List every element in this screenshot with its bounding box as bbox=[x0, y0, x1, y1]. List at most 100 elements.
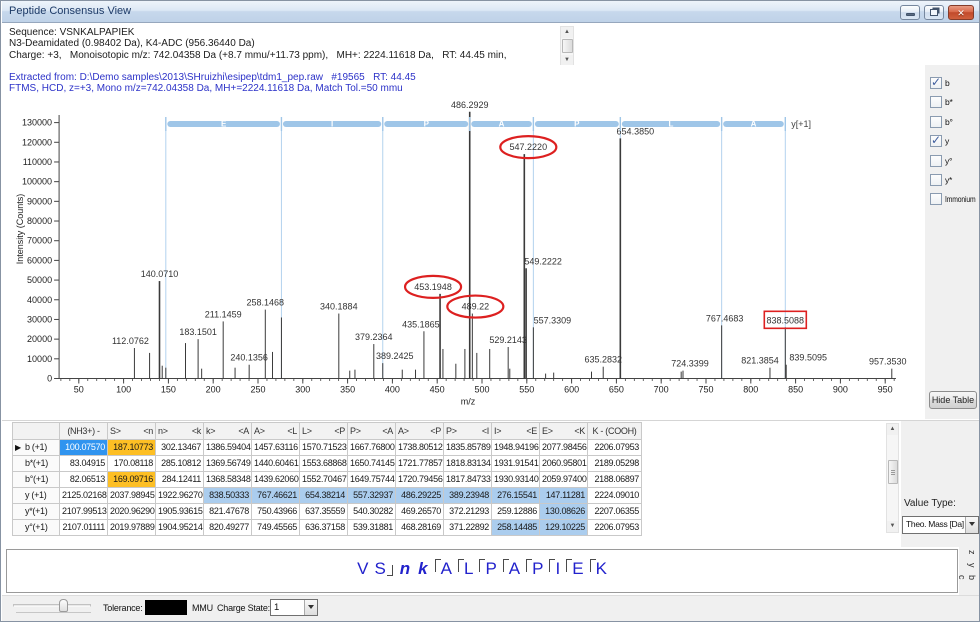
fragment-mass-cell[interactable]: 82.06513 bbox=[59, 471, 108, 488]
sequence-residue-n[interactable]: n bbox=[400, 559, 410, 579]
fragment-mass-cell[interactable]: 129.10225 bbox=[539, 519, 588, 536]
mass-spectrum-chart[interactable]: 0 10000 20000 30000 40000 50000 60000 70000 8000… bbox=[1, 65, 925, 419]
table-scrollbar[interactable]: ▲ ▼ bbox=[886, 423, 899, 533]
restore-button[interactable] bbox=[924, 5, 944, 20]
fragment-mass-cell[interactable]: 130.08626 bbox=[539, 503, 588, 520]
fragment-mass-cell[interactable]: 389.23948 bbox=[443, 487, 492, 504]
fragment-mass-cell[interactable]: 1904.95214 bbox=[155, 519, 204, 536]
fragment-mass-cell[interactable]: 821.47678 bbox=[203, 503, 252, 520]
dropdown-button[interactable] bbox=[304, 600, 317, 615]
fragment-mass-cell[interactable]: 2037.98945 bbox=[107, 487, 156, 504]
fragment-mass-cell[interactable]: 1817.84733 bbox=[443, 471, 492, 488]
scroll-down-icon[interactable]: ▼ bbox=[561, 55, 573, 66]
sequence-residue-S[interactable]: S bbox=[374, 559, 393, 579]
fragment-mass-cell[interactable]: 1835.85789 bbox=[443, 439, 492, 456]
fragment-mass-cell[interactable]: 1552.70467 bbox=[299, 471, 348, 488]
fragment-mass-cell[interactable]: 2206.07953 bbox=[587, 519, 642, 536]
sequence-residue-P[interactable]: P bbox=[526, 559, 543, 579]
fragment-mass-cell[interactable]: 1930.93140 bbox=[491, 471, 540, 488]
fragment-mass-cell[interactable]: 1369.56749 bbox=[203, 455, 252, 472]
fragment-mass-cell[interactable]: 1721.77857 bbox=[395, 455, 444, 472]
fragment-mass-cell[interactable]: 169.09716 bbox=[107, 471, 156, 488]
fragment-mass-cell[interactable]: 1650.74145 bbox=[347, 455, 396, 472]
scrollbar-thumb[interactable] bbox=[888, 460, 898, 484]
column-header-10[interactable]: E> <K bbox=[539, 422, 588, 440]
fragment-mass-cell[interactable]: 2077.98456 bbox=[539, 439, 588, 456]
scroll-up-icon[interactable]: ▲ bbox=[887, 424, 898, 435]
fragment-mass-cell[interactable]: 1720.79456 bbox=[395, 471, 444, 488]
column-header-9[interactable]: I> <E bbox=[491, 422, 540, 440]
sequence-residue-k[interactable]: k bbox=[418, 559, 427, 579]
fragment-mass-cell[interactable]: 187.10773 bbox=[107, 439, 156, 456]
fragment-match-table[interactable]: (NH3+) - S> <n n> <k k> <A A> <L L> <P P> <A A> <P P> <I… bbox=[12, 422, 642, 536]
hide-table-button[interactable]: Hide Table bbox=[929, 391, 977, 409]
fragment-mass-cell[interactable]: 170.08118 bbox=[107, 455, 156, 472]
fragment-mass-cell[interactable]: 2207.06355 bbox=[587, 503, 642, 520]
row-header-b1[interactable]: b°(+1) bbox=[12, 471, 60, 488]
fragment-mass-cell[interactable]: 2125.02168 bbox=[59, 487, 108, 504]
fragment-mass-cell[interactable]: 259.12886 bbox=[491, 503, 540, 520]
fragment-mass-cell[interactable]: 1553.68868 bbox=[299, 455, 348, 472]
fragment-mass-cell[interactable]: 2019.97889 bbox=[107, 519, 156, 536]
column-header-11[interactable]: K - (COOH) bbox=[587, 422, 642, 440]
tolerance-slider-thumb[interactable] bbox=[59, 599, 68, 612]
checkbox-unchecked-icon[interactable] bbox=[930, 193, 942, 206]
fragment-mass-cell[interactable]: 1570.71523 bbox=[299, 439, 348, 456]
tolerance-slider-track[interactable] bbox=[13, 604, 91, 607]
fragment-mass-cell[interactable]: 750.43966 bbox=[251, 503, 300, 520]
scroll-down-icon[interactable]: ▼ bbox=[887, 521, 898, 532]
fragment-mass-cell[interactable]: 1368.58348 bbox=[203, 471, 252, 488]
ion-checkbox-bstar[interactable]: b* bbox=[930, 96, 953, 109]
fragment-mass-cell[interactable]: 1386.59404 bbox=[203, 439, 252, 456]
fragment-mass-cell[interactable]: 2060.95801 bbox=[539, 455, 588, 472]
fragment-mass-cell[interactable]: 486.29225 bbox=[395, 487, 444, 504]
fragment-mass-cell[interactable]: 83.04915 bbox=[59, 455, 108, 472]
spectrum-panel[interactable]: 0 10000 20000 30000 40000 50000 60000 70000 8000… bbox=[1, 65, 925, 419]
ion-checkbox-Immonium[interactable]: Immonium bbox=[930, 193, 979, 206]
charge-state-dropdown[interactable]: 1 bbox=[270, 599, 318, 616]
fragment-mass-cell[interactable]: 2059.97400 bbox=[539, 471, 588, 488]
fragment-mass-cell[interactable]: 285.10812 bbox=[155, 455, 204, 472]
fragment-mass-cell[interactable]: 749.45565 bbox=[251, 519, 300, 536]
ion-checkbox-ystar[interactable]: y* bbox=[930, 174, 952, 186]
fragment-mass-cell[interactable]: 371.22892 bbox=[443, 519, 492, 536]
fragment-mass-cell[interactable]: 258.14485 bbox=[491, 519, 540, 536]
checkbox-unchecked-icon[interactable] bbox=[930, 174, 942, 186]
fragment-mass-cell[interactable]: 1905.93615 bbox=[155, 503, 204, 520]
row-header-y1[interactable]: y (+1) bbox=[12, 487, 60, 504]
sequence-residue-K[interactable]: K bbox=[589, 559, 607, 579]
fragment-mass-cell[interactable]: 2206.07953 bbox=[587, 439, 642, 456]
checkbox-checked-icon[interactable]: ✓ bbox=[930, 133, 942, 148]
fragment-mass-cell[interactable]: 820.49277 bbox=[203, 519, 252, 536]
fragment-mass-cell[interactable]: 654.38214 bbox=[299, 487, 348, 504]
column-header-3[interactable]: k> <A bbox=[203, 422, 252, 440]
column-header-8[interactable]: P> <I bbox=[443, 422, 492, 440]
sequence-residue-A[interactable]: A bbox=[434, 559, 452, 579]
row-header-b1[interactable]: b*(+1) bbox=[12, 455, 60, 472]
fragment-mass-cell[interactable]: 767.46621 bbox=[251, 487, 300, 504]
column-header-2[interactable]: n> <k bbox=[155, 422, 204, 440]
fragment-mass-cell[interactable]: 637.35559 bbox=[299, 503, 348, 520]
fragment-mass-cell[interactable]: 1440.60461 bbox=[251, 455, 300, 472]
checkbox-unchecked-icon[interactable] bbox=[930, 115, 942, 128]
tolerance-input[interactable] bbox=[145, 600, 187, 615]
fragment-mass-cell[interactable]: 539.31881 bbox=[347, 519, 396, 536]
sequence-residue-E[interactable]: E bbox=[566, 559, 584, 579]
fragment-mass-cell[interactable]: 636.37158 bbox=[299, 519, 348, 536]
sequence-residue-P[interactable]: P bbox=[479, 559, 497, 579]
row-header-b1[interactable]: ▶ b (+1) bbox=[12, 439, 60, 456]
fragment-mass-cell[interactable]: 1948.94196 bbox=[491, 439, 540, 456]
fragment-mass-cell[interactable]: 276.15541 bbox=[491, 487, 540, 504]
fragment-mass-cell[interactable]: 468.28169 bbox=[395, 519, 444, 536]
ion-checkbox-bcirc[interactable]: b° bbox=[930, 115, 953, 128]
fragment-mass-cell[interactable]: 147.11281 bbox=[539, 487, 588, 504]
dropdown-button[interactable] bbox=[965, 517, 978, 533]
close-button[interactable]: ✕ bbox=[948, 5, 974, 20]
sequence-residue-V[interactable]: V bbox=[357, 559, 368, 579]
fragment-mass-cell[interactable]: 557.32937 bbox=[347, 487, 396, 504]
fragment-mass-cell[interactable]: 302.13467 bbox=[155, 439, 204, 456]
row-header-y1[interactable]: y°(+1) bbox=[12, 519, 60, 536]
column-header-5[interactable]: L> <P bbox=[299, 422, 348, 440]
fragment-mass-cell[interactable]: 1667.76800 bbox=[347, 439, 396, 456]
